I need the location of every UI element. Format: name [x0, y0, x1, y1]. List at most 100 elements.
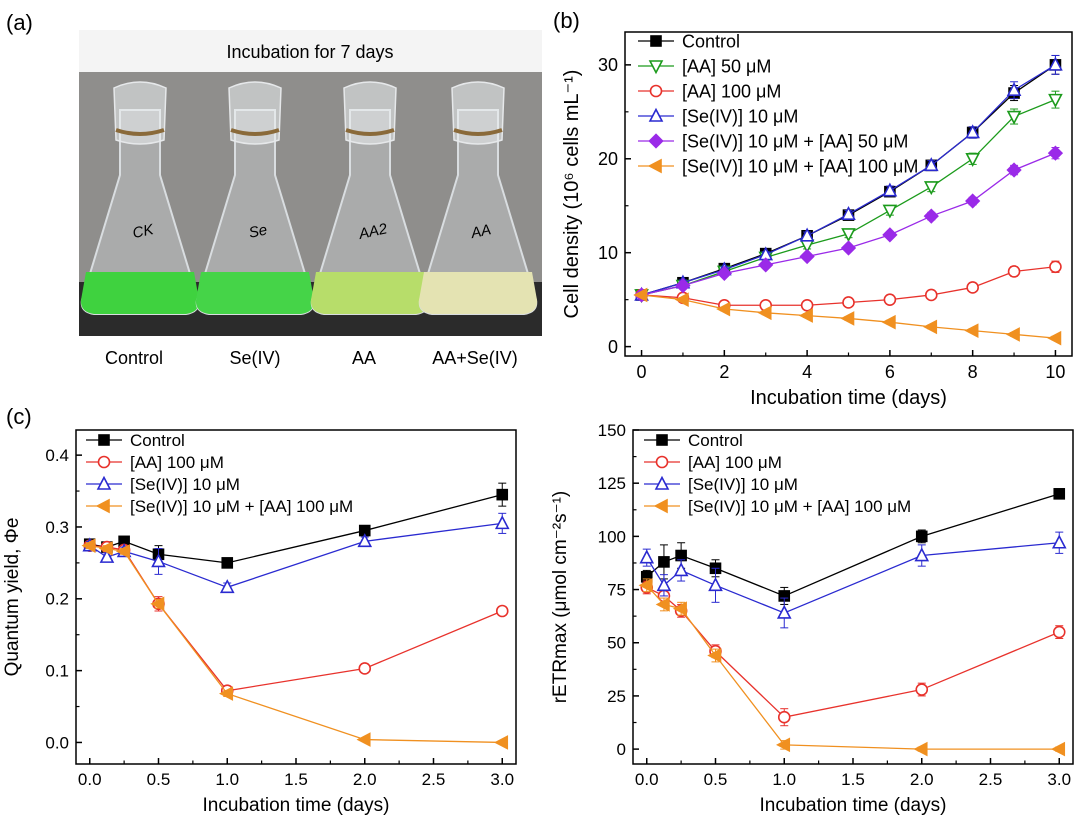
data-point	[653, 498, 668, 514]
data-point	[357, 533, 373, 548]
legend-label: [Se(IV)] 10 μM	[682, 106, 798, 126]
x-tick-label: 0.0	[78, 770, 102, 789]
legend-label: [Se(IV)] 10 μM + [AA] 100 μM	[688, 497, 911, 516]
data-point	[99, 548, 115, 563]
data-point	[758, 257, 774, 273]
data-point	[841, 205, 856, 220]
data-point	[151, 553, 166, 568]
flask: AA	[418, 81, 538, 315]
flask-wrap	[113, 81, 167, 145]
data-point	[1049, 260, 1062, 274]
x-tick-label: 3.0	[490, 770, 514, 789]
y-tick-label: 0.1	[45, 662, 69, 681]
y-tick-label: 50	[607, 634, 626, 653]
legend-label: [Se(IV)] 10 μM + [AA] 100 μM	[682, 156, 918, 176]
data-point	[658, 556, 670, 568]
data-point	[924, 288, 938, 302]
flask-photo: Incubation for 7 days CK Se AA2 AA	[79, 30, 542, 336]
data-point	[1007, 265, 1021, 278]
series	[82, 512, 510, 594]
data-point	[1051, 741, 1066, 757]
flask-label: Control	[105, 348, 163, 368]
data-point	[915, 530, 928, 543]
y-tick-label: 0	[617, 740, 626, 759]
rubber-band	[115, 128, 165, 136]
data-point	[672, 601, 687, 617]
data-point	[798, 308, 813, 323]
series-line	[89, 545, 503, 744]
series-line	[646, 542, 1060, 614]
x-tick-label: 1.0	[772, 770, 796, 789]
data-point	[923, 208, 939, 224]
photo-caption-bar	[79, 30, 542, 72]
data-point	[494, 515, 510, 530]
flask-label: Se(IV)	[229, 348, 280, 368]
photo-caption: Incubation for 7 days	[226, 42, 393, 62]
data-point	[656, 577, 672, 592]
panel-label-b: (b)	[553, 8, 580, 33]
data-point	[757, 305, 772, 321]
y-axis-title: Cell density (10⁶ cells mL⁻¹)	[561, 70, 583, 319]
flask-marker-text: AA	[469, 221, 493, 242]
data-point	[883, 293, 897, 306]
flask-wrap	[343, 81, 397, 145]
data-point	[675, 277, 691, 294]
x-axis-title: Incubation time (days)	[750, 387, 947, 409]
x-tick-label: 1.5	[284, 770, 308, 789]
series	[639, 531, 1067, 629]
data-point	[496, 488, 509, 501]
data-point	[648, 133, 664, 149]
y-tick-label: 20	[598, 149, 618, 169]
series	[81, 538, 509, 750]
data-point	[219, 579, 235, 594]
data-point	[915, 683, 929, 696]
series-line	[89, 544, 503, 692]
flask: Se	[195, 81, 315, 315]
data-point	[840, 311, 855, 326]
flask-liquid	[80, 272, 200, 314]
data-point	[221, 557, 234, 569]
data-point	[98, 434, 110, 446]
data-point	[716, 301, 731, 317]
data-point	[777, 710, 791, 724]
legend-label: [Se(IV)] 10 μM	[688, 475, 798, 494]
flask-marker-text: CK	[131, 221, 156, 242]
data-point	[1006, 110, 1022, 125]
y-tick-label: 0.0	[45, 733, 69, 752]
y-axis-title: Quantum yield, Φe	[2, 518, 23, 677]
data-point	[673, 562, 689, 577]
flask: AA2	[310, 81, 430, 315]
data-point	[358, 662, 372, 675]
x-tick-label: 0	[637, 362, 647, 382]
series-line	[646, 586, 1060, 718]
data-point	[494, 735, 509, 750]
y-tick-label: 0.2	[45, 590, 69, 609]
data-point	[633, 287, 648, 303]
data-point	[799, 248, 815, 265]
data-point	[1048, 93, 1063, 108]
data-point	[965, 193, 981, 209]
data-point	[800, 298, 814, 312]
panel-label-c: (c)	[6, 404, 32, 429]
data-point	[655, 597, 670, 612]
y-tick-label: 0.3	[45, 518, 69, 537]
flask-wrap	[228, 81, 282, 145]
data-point	[966, 281, 979, 294]
x-tick-label: 2.0	[910, 770, 934, 789]
data-point	[648, 107, 664, 122]
x-axis-title: Incubation time (days)	[760, 795, 947, 816]
data-point	[799, 227, 815, 242]
data-point	[913, 741, 928, 757]
data-point	[648, 60, 664, 75]
flask-liquid	[310, 272, 430, 314]
x-tick-label: 0.5	[704, 770, 728, 789]
legend-label: [AA] 100 μM	[682, 81, 781, 101]
data-point	[776, 604, 792, 619]
series-line	[641, 99, 1056, 296]
data-point	[841, 228, 856, 243]
y-tick-label: 100	[598, 527, 626, 546]
flask-liquid	[418, 272, 538, 314]
x-tick-label: 2.0	[353, 770, 377, 789]
data-point	[1005, 327, 1020, 342]
series	[640, 580, 1066, 727]
